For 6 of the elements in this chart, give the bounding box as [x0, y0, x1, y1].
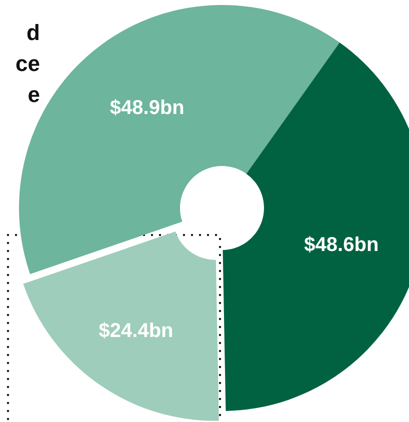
data-label: $48.6bn [304, 234, 379, 256]
data-label: $24.4bn [98, 320, 174, 342]
text: e [28, 82, 40, 107]
text: ce [16, 51, 40, 76]
text: d [26, 20, 40, 45]
data-label: $48.9bn [110, 96, 184, 119]
